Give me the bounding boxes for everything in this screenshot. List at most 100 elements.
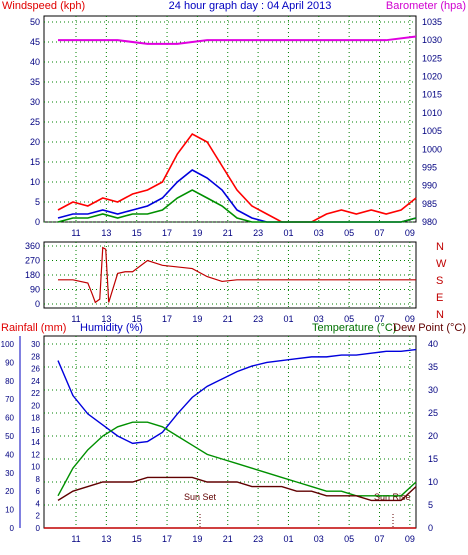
rainfall-tick-label: 10 bbox=[31, 463, 40, 472]
temperature-tick-label: 0 bbox=[428, 523, 433, 533]
wind-tick-label: 10 bbox=[30, 177, 40, 187]
climate-series-line bbox=[57, 348, 417, 445]
x-tick-label: 19 bbox=[192, 228, 202, 238]
barometer-tick-label: 1025 bbox=[422, 53, 442, 63]
temperature-tick-label: 25 bbox=[428, 408, 438, 418]
x-tick-label: 05 bbox=[344, 228, 354, 238]
barometer-tick-label: 990 bbox=[422, 181, 437, 191]
x-tick-label: 13 bbox=[101, 228, 111, 238]
wind-tick-label: 15 bbox=[30, 157, 40, 167]
compass-tick-label: E bbox=[436, 292, 443, 304]
wind-series-line bbox=[58, 35, 417, 45]
barometer-tick-label: 1030 bbox=[422, 35, 442, 45]
rainfall-tick-label: 6 bbox=[36, 487, 41, 496]
x-tick-label: 09 bbox=[405, 534, 415, 544]
compass-tick-label: S bbox=[436, 275, 443, 287]
direction-tick-label: 0 bbox=[35, 299, 40, 309]
x-tick-label: 09 bbox=[405, 228, 415, 238]
x-tick-label: 15 bbox=[132, 314, 142, 324]
humidity-tick-label: 100 bbox=[1, 340, 15, 349]
temperature-tick-label: 5 bbox=[428, 500, 433, 510]
wind-series-line bbox=[57, 189, 417, 223]
x-tick-label: 15 bbox=[132, 228, 142, 238]
temperature-tick-label: 35 bbox=[428, 362, 438, 372]
x-tick-label: 11 bbox=[71, 314, 80, 324]
humidity-tick-label: 10 bbox=[5, 506, 14, 515]
x-tick-label: 03 bbox=[314, 228, 324, 238]
x-tick-label: 05 bbox=[344, 534, 354, 544]
wind-tick-label: 0 bbox=[35, 217, 40, 227]
sun-rise-annotation: Sun Rise bbox=[374, 492, 411, 502]
compass-tick-label: W bbox=[436, 258, 447, 270]
wind-series-line bbox=[57, 132, 417, 223]
barometer-tick-label: 1035 bbox=[422, 17, 442, 27]
barometer-axis-label: Barometer (hpa) bbox=[386, 0, 466, 12]
x-tick-label: 17 bbox=[162, 228, 172, 238]
rainfall-tick-label: 14 bbox=[31, 438, 40, 447]
x-tick-label: 23 bbox=[253, 228, 263, 238]
dewpoint-axis-label: Dew Point (°C) bbox=[393, 322, 466, 334]
barometer-tick-label: 1000 bbox=[422, 144, 442, 154]
x-tick-label: 05 bbox=[344, 314, 354, 324]
wind-tick-label: 50 bbox=[30, 17, 40, 27]
humidity-tick-label: 60 bbox=[5, 414, 14, 423]
wind-tick-label: 25 bbox=[30, 117, 40, 127]
direction-tick-label: 90 bbox=[30, 285, 40, 295]
x-tick-label: 21 bbox=[223, 314, 233, 324]
direction-series-line bbox=[58, 246, 416, 304]
rainfall-tick-label: 2 bbox=[36, 512, 41, 521]
x-tick-label: 01 bbox=[283, 534, 293, 544]
temperature-tick-label: 15 bbox=[428, 454, 438, 464]
x-tick-label: 17 bbox=[162, 534, 172, 544]
x-tick-label: 23 bbox=[253, 314, 263, 324]
windspeed-axis-label: Windspeed (kph) bbox=[2, 0, 85, 12]
compass-tick-label: N bbox=[436, 309, 444, 321]
rainfall-tick-label: 20 bbox=[31, 401, 40, 410]
climate-series-line bbox=[57, 476, 417, 502]
direction-tick-label: 360 bbox=[25, 241, 40, 251]
temperature-tick-label: 30 bbox=[428, 385, 438, 395]
rainfall-tick-label: 8 bbox=[36, 475, 41, 484]
rainfall-tick-label: 16 bbox=[31, 426, 40, 435]
humidity-tick-label: 30 bbox=[5, 469, 14, 478]
humidity-axis-label: Humidity (%) bbox=[80, 322, 143, 334]
x-tick-label: 03 bbox=[314, 534, 324, 544]
rainfall-tick-label: 12 bbox=[31, 450, 40, 459]
wind-tick-label: 45 bbox=[30, 37, 40, 47]
sun-set-annotation: Sun Set bbox=[184, 492, 217, 502]
x-tick-label: 07 bbox=[374, 228, 384, 238]
barometer-tick-label: 985 bbox=[422, 199, 437, 209]
humidity-tick-label: 80 bbox=[5, 377, 14, 386]
x-tick-label: 03 bbox=[314, 314, 324, 324]
rainfall-tick-label: 4 bbox=[36, 499, 41, 508]
rainfall-tick-label: 0 bbox=[36, 524, 41, 533]
x-tick-label: 15 bbox=[132, 534, 142, 544]
x-tick-label: 09 bbox=[405, 314, 415, 324]
rainfall-tick-label: 26 bbox=[31, 365, 40, 374]
wind-tick-label: 20 bbox=[30, 137, 40, 147]
x-tick-label: 07 bbox=[374, 534, 384, 544]
humidity-tick-label: 50 bbox=[5, 432, 14, 441]
x-tick-label: 19 bbox=[192, 314, 202, 324]
direction-tick-label: 270 bbox=[25, 256, 40, 266]
chart-title: 24 hour graph day : 04 April 2013 bbox=[169, 0, 332, 12]
humidity-tick-label: 40 bbox=[5, 450, 14, 459]
x-tick-label: 01 bbox=[283, 314, 293, 324]
wind-tick-label: 5 bbox=[35, 197, 40, 207]
x-tick-label: 21 bbox=[223, 228, 233, 238]
direction-tick-label: 180 bbox=[25, 270, 40, 280]
x-tick-label: 17 bbox=[162, 314, 172, 324]
temperature-tick-label: 10 bbox=[428, 477, 438, 487]
barometer-tick-label: 1010 bbox=[422, 108, 442, 118]
rainfall-tick-label: 28 bbox=[31, 352, 40, 361]
humidity-tick-label: 0 bbox=[10, 524, 15, 533]
rainfall-tick-label: 18 bbox=[31, 414, 40, 423]
rainfall-tick-label: 22 bbox=[31, 389, 40, 398]
barometer-tick-label: 1005 bbox=[422, 126, 442, 136]
rainfall-tick-label: 30 bbox=[31, 340, 40, 349]
barometer-tick-label: 1015 bbox=[422, 90, 442, 100]
x-tick-label: 11 bbox=[71, 534, 80, 544]
